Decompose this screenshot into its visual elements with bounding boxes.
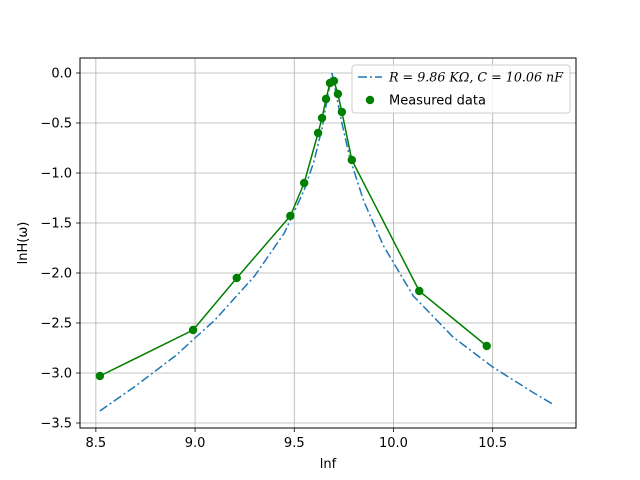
x-tick-label: 9.5 bbox=[284, 436, 305, 451]
x-axis-label: lnf bbox=[320, 457, 337, 472]
measured-data-point bbox=[299, 178, 309, 188]
measured-data-point bbox=[415, 286, 424, 296]
x-tick-label: 10.0 bbox=[379, 436, 408, 451]
legend-measured-label: Measured data bbox=[389, 94, 486, 109]
y-tick-label: −1.5 bbox=[40, 217, 72, 232]
plot-frame bbox=[79, 57, 577, 429]
measured-data-point bbox=[232, 273, 241, 283]
y-tick-label: −3.5 bbox=[40, 417, 72, 432]
legend-fit-label: R = 9.86 KΩ, C = 10.06 nF bbox=[388, 71, 564, 86]
y-tick-label: −2.0 bbox=[40, 267, 72, 282]
y-tick-label: 0.0 bbox=[51, 67, 72, 82]
grid bbox=[80, 58, 576, 428]
measured-data-point bbox=[482, 341, 491, 351]
x-tick-label: 9.0 bbox=[185, 436, 206, 451]
legend: R = 9.86 KΩ, C = 10.06 nF Measured data bbox=[351, 64, 571, 114]
y-axis-label: lnH(ω) bbox=[16, 222, 31, 265]
y-tick-label: −2.5 bbox=[40, 317, 72, 332]
y-tick-label: −3.0 bbox=[40, 367, 72, 382]
fit-curve-line bbox=[99, 72, 555, 412]
x-tick-label: 10.5 bbox=[478, 436, 507, 451]
measured-data-point bbox=[337, 107, 347, 117]
measured-data-point bbox=[321, 94, 331, 104]
x-tick-label: 8.5 bbox=[86, 436, 107, 451]
ticks: 8.5 9.0 9.5 10.0 10.5 0.0 −0.5 −1.0 −1.5 −2.0 −2.5… bbox=[40, 67, 507, 452]
measured-data-point bbox=[347, 155, 357, 165]
measured-data-point bbox=[333, 89, 343, 99]
y-tick-label: −1.0 bbox=[40, 167, 72, 182]
legend-measured-swatch bbox=[365, 95, 375, 105]
measured-data-point bbox=[313, 128, 323, 138]
measured-data-point bbox=[188, 325, 198, 335]
legend-box bbox=[351, 64, 571, 114]
measured-data-point bbox=[329, 76, 339, 86]
series-layer bbox=[95, 72, 555, 412]
measured-data-point bbox=[95, 371, 105, 381]
y-tick-label: −0.5 bbox=[40, 117, 72, 132]
measured-data-point bbox=[317, 113, 327, 123]
measured-data-point bbox=[286, 211, 295, 221]
